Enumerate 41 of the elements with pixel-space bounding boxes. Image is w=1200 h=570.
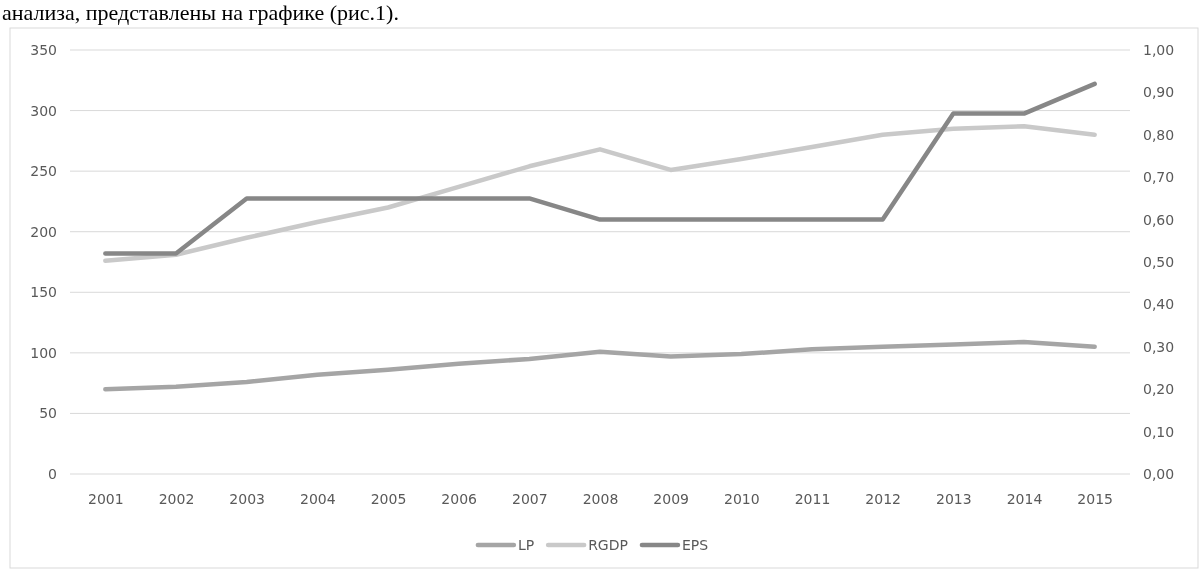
y-tick-label: 50 bbox=[39, 405, 57, 422]
x-tick-label: 2003 bbox=[229, 490, 265, 507]
y-tick-label: 0 bbox=[48, 465, 57, 482]
y-tick-label: 250 bbox=[30, 163, 57, 180]
y2-tick-label: 0,10 bbox=[1143, 423, 1175, 440]
x-tick-label: 2005 bbox=[370, 490, 407, 507]
line-series bbox=[103, 81, 1097, 256]
x-tick-label: 2011 bbox=[794, 490, 831, 507]
y2-tick-label: 0,90 bbox=[1143, 84, 1175, 101]
text: анализа, представлены на графике (рис.1). bbox=[2, 0, 399, 25]
x-tick-label: 2013 bbox=[936, 490, 972, 507]
y2-tick-label: 0,80 bbox=[1143, 126, 1175, 143]
y-tick-label: 300 bbox=[30, 102, 57, 119]
y2-tick-label: 0,40 bbox=[1143, 296, 1175, 313]
y2-tick-label: 1,00 bbox=[1143, 41, 1175, 58]
y2-tick-label: 0,70 bbox=[1143, 169, 1175, 186]
x-tick-label: 2014 bbox=[1006, 490, 1043, 507]
x-tick-label: 2001 bbox=[88, 490, 124, 507]
line-series bbox=[103, 124, 1097, 264]
legend-label: EPS bbox=[681, 537, 709, 553]
x-tick-label: 2004 bbox=[300, 490, 336, 507]
y-tick-label: 150 bbox=[30, 284, 57, 301]
line-series bbox=[103, 339, 1097, 392]
y-tick-label: 200 bbox=[30, 223, 57, 240]
x-tick-label: 2015 bbox=[1077, 490, 1113, 507]
x-tick-label: 2010 bbox=[724, 490, 760, 507]
x-tick-label: 2002 bbox=[158, 490, 195, 507]
legend-label: RGDP bbox=[588, 537, 628, 553]
x-tick-label: 2006 bbox=[441, 490, 478, 507]
y-tick-label: 100 bbox=[30, 344, 57, 361]
y2-tick-label: 0,50 bbox=[1143, 253, 1175, 270]
x-tick-label: 2007 bbox=[512, 490, 548, 507]
x-tick-label: 2008 bbox=[582, 490, 619, 507]
x-tick-label: 2012 bbox=[865, 490, 901, 507]
y-tick-label: 350 bbox=[30, 41, 57, 58]
legend-label: LP bbox=[517, 537, 535, 553]
y2-tick-label: 0,20 bbox=[1143, 381, 1175, 398]
y2-tick-label: 0,60 bbox=[1143, 211, 1175, 228]
y2-tick-label: 0,30 bbox=[1143, 338, 1175, 355]
y2-tick-label: 0,00 bbox=[1143, 465, 1175, 482]
x-tick-label: 2009 bbox=[653, 490, 689, 507]
